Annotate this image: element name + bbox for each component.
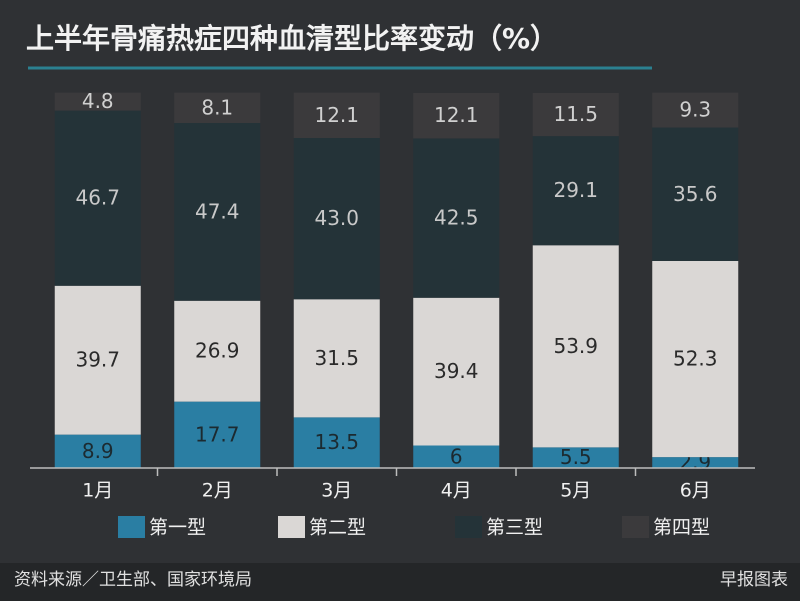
value-label: 13.5: [314, 430, 359, 454]
legend-label: 第一型: [149, 517, 206, 539]
x-tick-label: 4月: [441, 480, 472, 502]
value-label: 17.7: [195, 422, 240, 446]
value-label: 12.1: [434, 103, 479, 127]
bar-segment: [413, 138, 500, 298]
value-label: 52.3: [673, 347, 718, 371]
bar-segment: [54, 434, 141, 468]
bar-segment: [293, 417, 380, 468]
value-label: 12.1: [314, 103, 359, 127]
bar-segment: [532, 93, 619, 137]
footer: [0, 563, 800, 601]
bar-segment: [293, 299, 380, 418]
value-label: 4.8: [82, 89, 114, 113]
legend-swatch: [455, 516, 482, 538]
bar-segment: [54, 285, 141, 435]
value-label: 35.6: [673, 182, 718, 206]
value-label: 8.1: [201, 95, 233, 119]
source: 资料来源／卫生部、国家环境局: [14, 570, 252, 590]
x-tick-label: 3月: [321, 480, 352, 502]
bar-segment: [293, 138, 380, 300]
bar-segment: [532, 447, 619, 468]
x-tick-label: 5月: [560, 480, 591, 502]
bar-segment: [54, 92, 141, 111]
value-label: 47.4: [195, 199, 240, 223]
bar-segment: [413, 93, 500, 139]
bar-segment: [174, 123, 261, 301]
bar-segment: [293, 92, 380, 138]
value-label: 5.5: [560, 445, 592, 469]
bar-segment: [413, 297, 500, 446]
value-label: 53.9: [553, 334, 598, 358]
value-label: 6: [450, 444, 463, 468]
value-label: 43.0: [314, 206, 359, 230]
chart-title: 上半年骨痛热症四种血清型比率变动（%）: [26, 22, 558, 55]
bar-segment: [174, 300, 261, 402]
value-label: 46.7: [75, 186, 120, 210]
x-tick-label: 6月: [680, 480, 711, 502]
value-label: 31.5: [314, 346, 359, 370]
value-label: 26.9: [195, 339, 240, 363]
value-label: 39.4: [434, 359, 479, 383]
x-tick-label: 2月: [202, 480, 233, 502]
bar-segment: [532, 245, 619, 448]
bar-segment: [174, 92, 261, 123]
bar-segment: [413, 445, 500, 468]
bar-segment: [652, 127, 739, 261]
bar-segment: [652, 92, 739, 128]
credit: 早报图表: [720, 570, 788, 590]
legend-swatch: [622, 516, 649, 538]
legend-swatch: [278, 516, 305, 538]
legend-swatch: [118, 516, 145, 538]
x-tick-label: 1月: [82, 480, 113, 502]
bar-segment: [174, 401, 261, 468]
bar-segment: [54, 110, 141, 286]
value-label: 9.3: [679, 98, 711, 122]
value-label: 29.1: [553, 178, 598, 202]
legend-label: 第四型: [653, 517, 710, 539]
value-label: 11.5: [553, 102, 598, 126]
value-label: 42.5: [434, 206, 479, 230]
legend-label: 第二型: [309, 517, 366, 539]
legend-label: 第三型: [486, 517, 543, 539]
value-label: 8.9: [82, 439, 114, 463]
bar-segment: [652, 261, 739, 458]
value-label: 39.7: [75, 348, 120, 372]
bar-segment: [532, 136, 619, 246]
bar-segment: [652, 457, 739, 468]
